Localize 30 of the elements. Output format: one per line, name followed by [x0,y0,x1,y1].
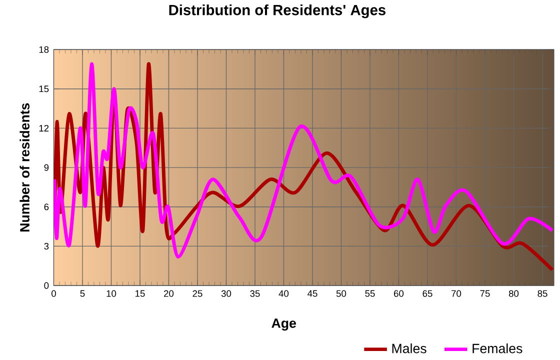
y-tick-label: 0 [44,282,49,289]
x-tick-label: 0 [51,290,56,297]
y-tick-label: 18 [39,46,49,53]
x-tick-label: 30 [221,290,232,297]
y-axis-title: Number of residents [20,103,30,232]
x-tick-label: 35 [250,290,260,297]
y-tick-label: 12 [39,124,49,132]
legend-label: Males [392,343,426,354]
y-tick-label: 6 [44,203,49,210]
legend-label: Females [472,343,522,354]
x-tick-label: 15 [136,290,145,297]
x-tick-label: 80 [508,290,519,297]
x-tick-label: 25 [192,290,202,297]
chart-title: Distribution of Residents' Ages [169,4,386,18]
y-tick-label: 3 [44,242,49,250]
x-tick-label: 70 [452,290,462,297]
x-tick-label: 20 [164,290,174,297]
x-tick-label: 75 [480,290,490,297]
x-tick-label: 5 [80,290,85,297]
y-tick-label: 9 [44,164,49,171]
x-tick-label: 65 [422,290,432,297]
x-tick-label: 85 [538,290,548,297]
x-tick-label: 10 [106,290,116,297]
x-axis-title: Age [272,318,296,330]
x-tick-label: 45 [308,290,318,297]
x-tick-label: 55 [365,290,375,297]
y-tick-label: 15 [39,85,49,92]
x-tick-label: 40 [278,290,289,297]
x-tick-label: 60 [394,290,404,297]
x-tick-label: 50 [336,290,346,297]
